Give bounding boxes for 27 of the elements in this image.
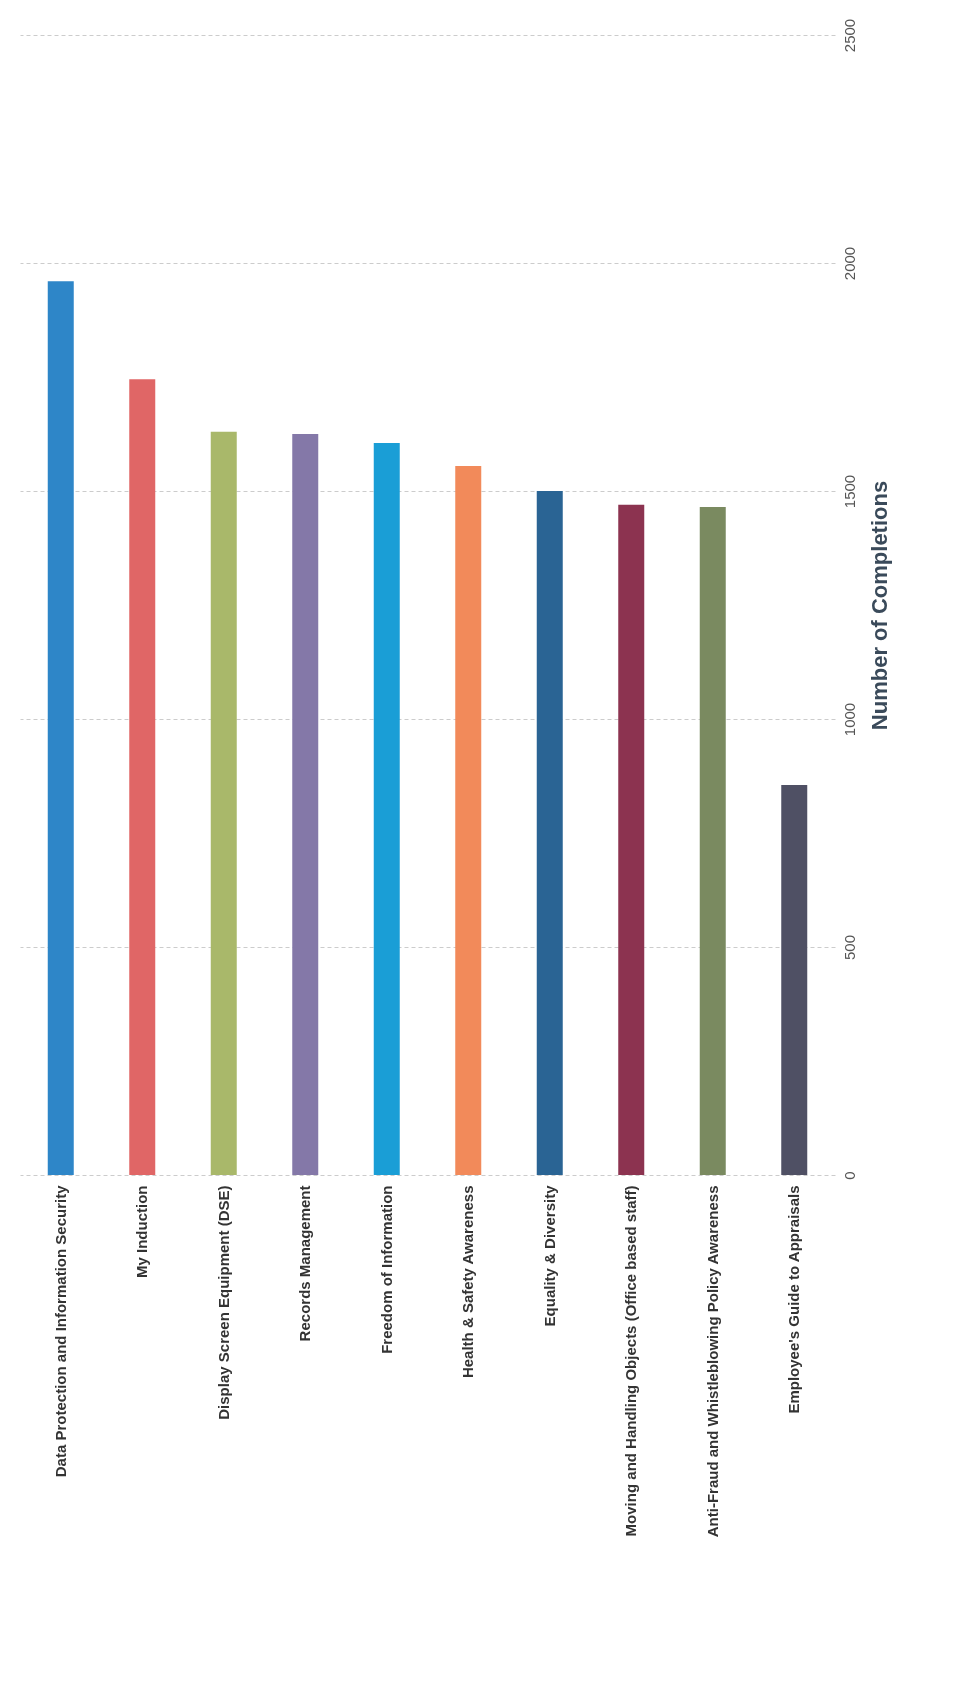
bar xyxy=(781,785,808,1175)
x-tick-label: My Induction xyxy=(133,1185,151,1278)
x-tick-label: Anti-Fraud and Whistleblowing Policy Awareness xyxy=(703,1185,721,1538)
bar xyxy=(455,465,482,1175)
x-tick-label: Moving and Handling Objects (Office based staff) xyxy=(622,1185,640,1537)
x-tick-label: Equality & Diversity xyxy=(540,1184,558,1327)
bar xyxy=(210,431,237,1175)
x-tick-label: Records Management xyxy=(296,1185,314,1342)
y-tick-label: 1000 xyxy=(840,702,858,737)
x-tick-label: Health & Safety Awareness xyxy=(459,1185,477,1379)
bar xyxy=(292,434,319,1175)
x-tick-label: Data Protection and Information Security xyxy=(51,1184,69,1478)
bar xyxy=(373,443,400,1175)
x-tick-label: Freedom of Information xyxy=(377,1185,395,1354)
x-tick-label: Employee's Guide to Appraisals xyxy=(785,1185,803,1414)
y-tick-label: 1500 xyxy=(840,474,858,509)
bar xyxy=(536,491,563,1175)
bar xyxy=(699,506,726,1175)
y-tick-label: 0 xyxy=(840,1171,858,1180)
y-tick-label: 2500 xyxy=(840,18,858,53)
bar xyxy=(129,379,156,1175)
x-tick-label: Display Screen Equipment (DSE) xyxy=(214,1185,232,1420)
bar xyxy=(47,281,74,1175)
y-tick-label: 500 xyxy=(840,934,858,961)
y-axis-title: Number of Completions xyxy=(866,480,892,731)
bar xyxy=(618,504,645,1175)
y-tick-label: 2000 xyxy=(840,246,858,281)
